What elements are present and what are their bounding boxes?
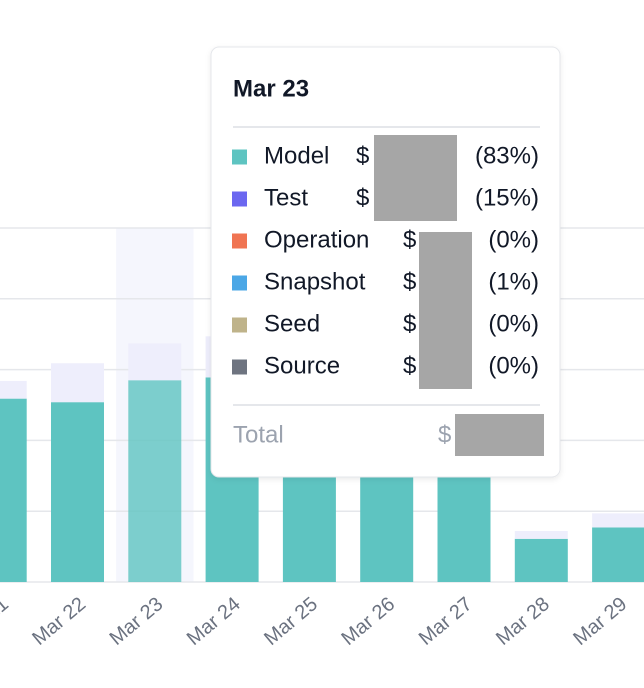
series-name: Model	[264, 142, 329, 169]
x-tick-label: Mar 23	[106, 593, 168, 650]
x-tick-label: Mar 22	[28, 593, 90, 650]
amount: $	[403, 226, 416, 253]
x-tick-label: Mar 24	[183, 593, 245, 650]
bar-segment	[514, 531, 568, 539]
bar-segment	[128, 380, 182, 582]
redaction	[419, 232, 472, 389]
bar-segment	[128, 343, 182, 381]
bar-segment	[0, 398, 27, 582]
bar-segment	[51, 363, 104, 403]
bar-segment	[592, 527, 644, 582]
amount: $	[403, 352, 416, 379]
x-tick-label: Mar 25	[260, 593, 322, 650]
legend-swatch	[232, 233, 247, 249]
series-name: Snapshot	[264, 268, 366, 295]
x-tick-label: Mar 27	[415, 593, 477, 650]
amount: $	[356, 142, 369, 169]
bar-segment	[0, 380, 27, 399]
bar-segment	[592, 513, 644, 528]
series-name: Seed	[264, 310, 320, 337]
amount: $	[356, 184, 369, 211]
x-tick-label: Mar 21	[0, 593, 13, 650]
x-tick-label: Mar 28	[492, 593, 554, 650]
x-tick-label: Mar 29	[569, 593, 631, 650]
bar-segment	[51, 402, 104, 582]
legend-swatch	[232, 191, 247, 207]
legend-swatch	[232, 317, 247, 333]
share: (15%)	[475, 184, 539, 211]
total-amount: $	[438, 421, 451, 448]
legend-swatch	[232, 149, 247, 165]
share: (83%)	[475, 142, 539, 169]
share: (1%)	[488, 268, 539, 295]
legend-swatch	[232, 359, 247, 375]
redaction	[374, 135, 457, 221]
series-name: Test	[264, 184, 308, 211]
tooltip: Mar 23 Total $ Model $ (83%) Test $ (15%) Oper…	[210, 46, 561, 478]
share: (0%)	[488, 226, 539, 253]
share: (0%)	[488, 352, 539, 379]
share: (0%)	[488, 310, 539, 337]
bar-segment	[514, 538, 568, 582]
redaction	[455, 414, 544, 456]
tooltip-title: Mar 23	[233, 75, 309, 102]
series-name: Source	[264, 352, 340, 379]
tooltip-box	[210, 46, 561, 478]
legend-swatch	[232, 275, 247, 291]
amount: $	[403, 310, 416, 337]
amount: $	[403, 268, 416, 295]
total-label: Total	[233, 421, 284, 448]
series-name: Operation	[264, 226, 369, 253]
x-tick-label: Mar 26	[337, 593, 399, 650]
